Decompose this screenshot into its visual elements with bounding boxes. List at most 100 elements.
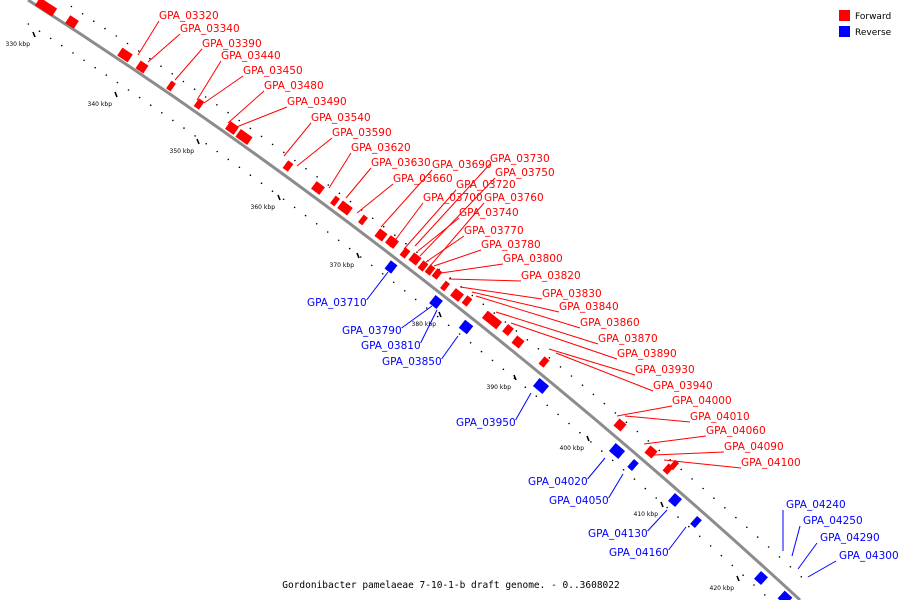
gene-block	[458, 319, 474, 335]
minor-tick-dot	[416, 251, 418, 253]
scale-tick-label: 330 kbp	[6, 41, 31, 48]
gene-label-reverse: GPA_04300	[839, 550, 899, 562]
legend-swatch-reverse	[839, 26, 850, 37]
gene-label-forward: GPA_03800	[503, 253, 563, 265]
gene-label-forward: GPA_03450	[243, 65, 303, 77]
gene-block	[374, 228, 388, 242]
scale-tick-label: 380 kbp	[412, 321, 437, 328]
gene-label-forward: GPA_04090	[724, 441, 784, 453]
minor-tick-dot	[709, 545, 712, 547]
gene-label-forward: GPA_03630	[371, 157, 431, 169]
minor-tick-dot	[116, 81, 119, 84]
gene-label-reverse: GPA_04250	[803, 515, 863, 527]
minor-tick-dot	[182, 80, 185, 83]
gene-block	[449, 288, 465, 302]
minor-tick-dot	[359, 256, 362, 258]
minor-tick-dot	[482, 303, 485, 306]
minor-tick-dot	[115, 35, 118, 37]
minor-tick-dot	[227, 158, 230, 161]
minor-tick-dot	[238, 166, 241, 169]
minor-tick-dot	[337, 239, 340, 242]
gene-block	[135, 60, 149, 74]
gene-block	[429, 294, 443, 310]
minor-tick-dot	[633, 478, 636, 480]
leader-line	[616, 405, 673, 417]
scale-tick-label: 360 kbp	[251, 204, 276, 211]
leader-line	[548, 348, 636, 376]
minor-tick-dot	[83, 59, 85, 62]
gene-label-reverse: GPA_04290	[820, 532, 880, 544]
minor-tick-dot	[293, 206, 296, 209]
minor-tick-dot	[753, 584, 755, 586]
minor-tick-dot	[436, 315, 439, 318]
gene-block	[117, 47, 133, 63]
minor-tick-dot	[172, 119, 174, 122]
leader-line	[401, 305, 433, 329]
minor-tick-dot	[205, 142, 207, 145]
minor-tick-dot	[126, 42, 129, 45]
minor-tick-dot	[537, 348, 540, 350]
gene-label-reverse: GPA_03710	[307, 297, 367, 309]
legend-label-reverse: Reverse	[855, 28, 892, 38]
gene-block	[384, 260, 398, 274]
minor-tick-dot	[283, 151, 285, 154]
gene-label-forward: GPA_03870	[598, 333, 658, 345]
minor-tick-dot	[535, 395, 538, 398]
gene-label-forward: GPA_03480	[264, 80, 324, 92]
gene-label-forward: GPA_03760	[484, 192, 544, 204]
gene-label-forward: GPA_03340	[180, 23, 240, 35]
gene-block	[668, 459, 680, 471]
minor-tick-dot	[93, 20, 95, 23]
leader-line	[414, 163, 491, 247]
minor-tick-dot	[38, 30, 41, 32]
gene-block	[777, 590, 793, 600]
minor-tick-dot	[370, 264, 373, 267]
minor-tick-dot	[515, 330, 518, 332]
leader-line	[475, 295, 581, 329]
leader-line	[366, 271, 389, 301]
minor-tick-dot	[449, 277, 452, 279]
minor-tick-dot	[614, 412, 617, 414]
gene-block	[461, 295, 473, 307]
leader-line	[429, 202, 485, 267]
minor-tick-dot	[348, 247, 351, 250]
minor-tick-dot	[149, 104, 152, 106]
minor-tick-dot	[61, 44, 63, 47]
leader-line	[643, 435, 707, 445]
minor-tick-dot	[414, 298, 417, 301]
minor-tick-dot	[49, 37, 52, 40]
gene-block	[511, 335, 525, 349]
minor-tick-dot	[338, 192, 341, 195]
minor-tick-dot	[304, 214, 307, 217]
leader-line	[510, 322, 618, 360]
gene-block	[627, 458, 639, 472]
scale-tick	[513, 374, 517, 381]
minor-tick-dot	[137, 50, 140, 52]
gene-block	[502, 323, 514, 337]
minor-tick-dot	[546, 404, 548, 407]
gene-block	[538, 356, 550, 368]
leader-line	[420, 309, 438, 344]
minor-tick-dot	[394, 234, 396, 236]
minor-tick-dot	[658, 449, 661, 452]
minor-tick-dot	[655, 497, 657, 499]
minor-tick-dot	[767, 546, 770, 548]
leader-line	[389, 202, 424, 248]
minor-tick-dot	[622, 469, 625, 471]
minor-tick-dot	[227, 111, 229, 114]
minor-ticks	[27, 5, 803, 596]
gene-label-forward: GPA_03770	[464, 225, 524, 237]
gene-block	[235, 128, 253, 146]
gene-block	[644, 445, 658, 459]
minor-tick-dot	[315, 223, 318, 225]
minor-tick-dot	[691, 478, 693, 480]
gene-label-forward: GPA_03620	[351, 142, 411, 154]
leader-line	[440, 263, 504, 274]
minor-tick-dot	[570, 375, 573, 377]
scale-tick	[277, 194, 281, 201]
minor-tick-dot	[326, 231, 329, 233]
gene-block	[608, 442, 626, 460]
gene-label-forward: GPA_03830	[542, 288, 602, 300]
scale-tick-label: 410 kbp	[634, 511, 659, 518]
